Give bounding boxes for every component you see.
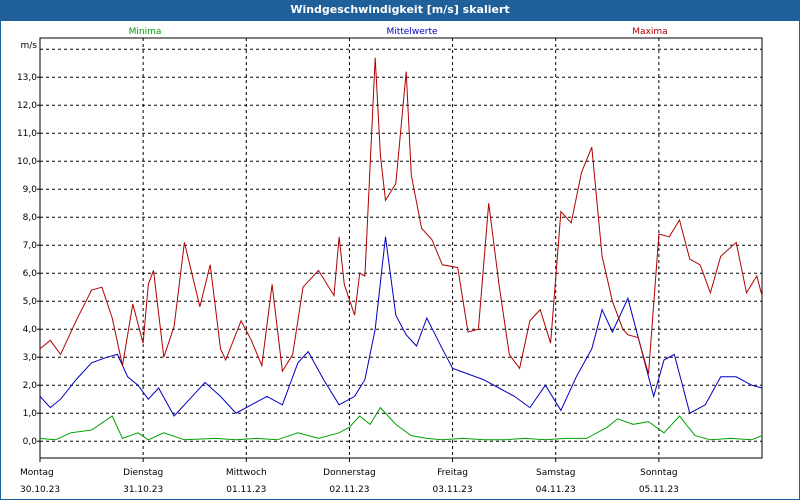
series-line-maxima bbox=[39, 57, 763, 375]
x-tick-date: 01.11.23 bbox=[226, 485, 266, 495]
legend-maxima: Maxima bbox=[632, 27, 667, 37]
y-tick-label: 10,0 bbox=[17, 157, 37, 167]
x-tick-date: 05.11.23 bbox=[639, 485, 679, 495]
x-tick-weekday: Sonntag bbox=[640, 468, 677, 478]
series-line-minima bbox=[39, 406, 763, 441]
plot-area bbox=[39, 37, 763, 459]
x-tick-date: 31.10.23 bbox=[123, 485, 163, 495]
x-tick-weekday: Mittwoch bbox=[226, 468, 267, 478]
x-tick-date: 30.10.23 bbox=[20, 485, 60, 495]
y-tick-label: 6,0 bbox=[23, 269, 38, 279]
x-tick-date: 04.11.23 bbox=[536, 485, 576, 495]
y-tick-label: 9,0 bbox=[23, 185, 38, 195]
y-tick-label: 1,0 bbox=[23, 409, 38, 419]
x-tick-weekday: Freitag bbox=[437, 468, 468, 478]
y-tick-label: 13,0 bbox=[17, 73, 37, 83]
x-tick-date: 02.11.23 bbox=[329, 485, 369, 495]
x-tick-weekday: Montag bbox=[20, 468, 54, 478]
x-tick-date: 03.11.23 bbox=[433, 485, 473, 495]
y-tick-label: 3,0 bbox=[23, 353, 38, 363]
y-tick-label: 11,0 bbox=[17, 129, 37, 139]
y-tick-label: 8,0 bbox=[23, 213, 38, 223]
y-axis-unit: m/s bbox=[21, 41, 38, 51]
x-tick-weekday: Samstag bbox=[536, 468, 575, 478]
y-tick-label: 0,0 bbox=[23, 437, 38, 447]
window-title: Windgeschwindigkeit [m/s] skaliert bbox=[0, 0, 800, 20]
y-tick-label: 4,0 bbox=[23, 325, 38, 335]
y-tick-label: 2,0 bbox=[23, 381, 38, 391]
legend-mittelwerte: Mittelwerte bbox=[386, 27, 437, 37]
x-tick-weekday: Dienstag bbox=[123, 468, 163, 478]
y-tick-label: 12,0 bbox=[17, 101, 37, 111]
y-tick-label: 5,0 bbox=[23, 297, 38, 307]
legend-minima: Minima bbox=[129, 27, 162, 37]
y-tick-label: 7,0 bbox=[23, 241, 38, 251]
x-tick-weekday: Donnerstag bbox=[323, 468, 376, 478]
